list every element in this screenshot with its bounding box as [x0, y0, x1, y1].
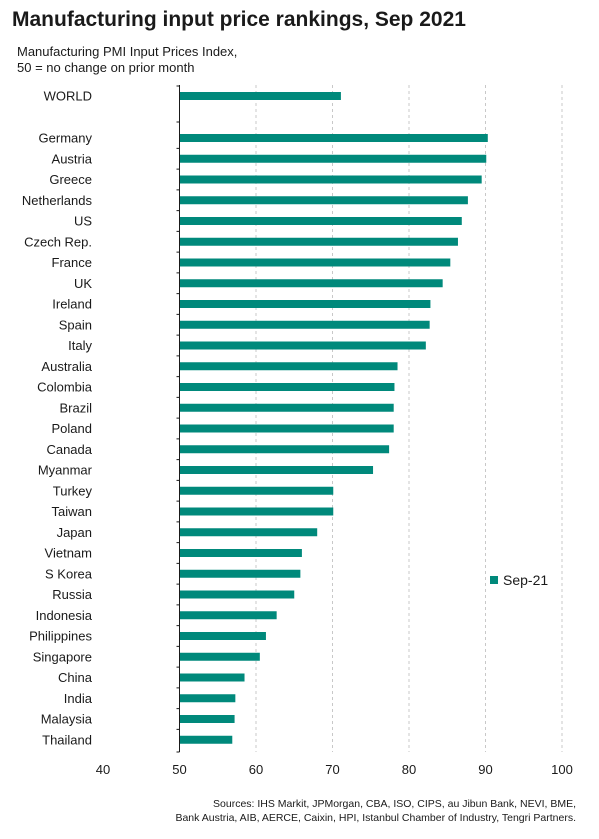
source-note: Sources: IHS Markit, JPMorgan, CBA, ISO,…	[175, 797, 576, 825]
bar	[179, 320, 430, 329]
bar	[179, 196, 468, 205]
category-label: Myanmar	[38, 463, 93, 478]
subtitle-line-2: 50 = no change on prior month	[17, 60, 195, 75]
category-label: Poland	[52, 421, 92, 436]
x-tick-label: 80	[402, 762, 416, 777]
category-label: Spain	[59, 317, 92, 332]
bar	[179, 279, 443, 288]
category-label: Russia	[52, 587, 93, 602]
bar	[179, 341, 426, 350]
category-label: Turkey	[53, 483, 93, 498]
category-label: Germany	[39, 131, 93, 146]
bar	[179, 735, 233, 744]
category-label: Philippines	[29, 629, 92, 644]
x-tick-label: 60	[249, 762, 263, 777]
legend-swatch	[490, 576, 498, 584]
bar	[179, 175, 482, 184]
category-label: India	[64, 691, 93, 706]
bar	[179, 362, 398, 371]
source-line-2: Bank Austria, AIB, AERCE, Caixin, HPI, I…	[175, 812, 576, 824]
category-label: Brazil	[59, 400, 92, 415]
category-label: Taiwan	[52, 504, 92, 519]
category-label: UK	[74, 276, 92, 291]
bar	[179, 569, 301, 578]
x-tick-label: 40	[96, 762, 110, 777]
bar	[179, 632, 266, 640]
bar	[179, 237, 458, 246]
category-label: France	[52, 255, 92, 270]
category-label: Italy	[68, 338, 92, 353]
bar	[179, 403, 394, 412]
bar	[179, 92, 341, 100]
chart-title: Manufacturing input price rankings, Sep …	[12, 8, 466, 31]
category-label: Czech Rep.	[24, 234, 92, 249]
bar	[179, 154, 487, 163]
category-label: US	[74, 214, 92, 229]
bar	[179, 652, 260, 661]
bar	[179, 383, 395, 391]
bar	[179, 445, 390, 454]
category-label: Colombia	[37, 380, 93, 395]
bar	[179, 715, 235, 723]
bar	[179, 424, 394, 433]
category-label: Australia	[41, 359, 92, 374]
category-label: Greece	[49, 172, 92, 187]
bar	[179, 507, 334, 516]
source-line-1: Sources: IHS Markit, JPMorgan, CBA, ISO,…	[213, 798, 576, 810]
bar	[179, 300, 431, 308]
category-label: Malaysia	[41, 712, 93, 727]
subtitle-line-1: Manufacturing PMI Input Prices Index,	[17, 44, 238, 59]
bar	[179, 590, 295, 599]
bar	[179, 217, 462, 225]
bar	[179, 549, 302, 557]
bar	[179, 694, 236, 703]
category-label: Singapore	[33, 649, 92, 664]
legend-label: Sep-21	[503, 572, 548, 588]
category-label: WORLD	[44, 89, 92, 104]
bar	[179, 134, 488, 142]
category-label: Canada	[46, 442, 92, 457]
category-label: Thailand	[42, 732, 92, 747]
bar	[179, 673, 245, 682]
x-tick-label: 90	[478, 762, 492, 777]
category-label: Vietnam	[45, 546, 92, 561]
x-tick-label: 100	[551, 762, 573, 777]
x-tick-label: 50	[172, 762, 186, 777]
bar	[179, 528, 318, 537]
category-label: Japan	[57, 525, 92, 540]
category-label: China	[58, 670, 93, 685]
bar	[179, 611, 277, 620]
category-label: Indonesia	[36, 608, 93, 623]
chart-subtitle: Manufacturing PMI Input Prices Index, 50…	[17, 44, 237, 76]
bar	[179, 466, 374, 474]
x-tick-label: 70	[325, 762, 339, 777]
category-label: Netherlands	[22, 193, 93, 208]
bar	[179, 486, 334, 495]
bar	[179, 258, 451, 267]
category-label: Austria	[52, 151, 93, 166]
category-label: S Korea	[45, 566, 93, 581]
category-label: Ireland	[52, 297, 92, 312]
